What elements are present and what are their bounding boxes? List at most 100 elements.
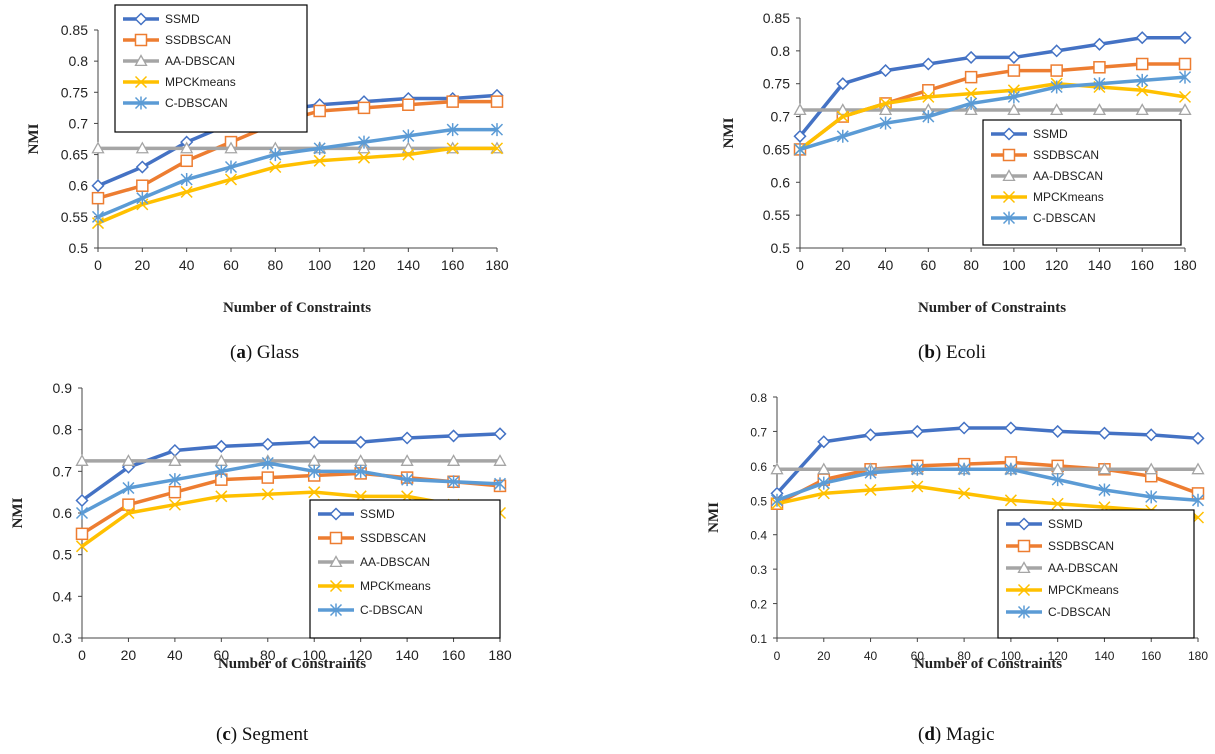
data-point [261, 488, 274, 501]
data-point [1093, 61, 1106, 74]
series-c-dbscan [75, 456, 507, 520]
data-point [224, 173, 238, 186]
legend-item: C-DBSCAN [318, 603, 423, 617]
x-tick-label: 20 [835, 257, 851, 273]
x-tick-label: 60 [921, 257, 937, 273]
data-point [1178, 103, 1192, 116]
x-tick-label: 160 [1131, 257, 1155, 273]
legend-label: MPCKmeans [165, 75, 236, 89]
chart-panel-glass: 0.5 0.55 0.6 0.65 0.7 0.75 0.8 0.85 0 20 40 60 80 100… [26, 4, 509, 363]
caption-close-paren: ) [935, 724, 946, 745]
legend-item: SSMD [318, 507, 395, 521]
x-tick-label: 140 [1088, 257, 1112, 273]
legend-label: SSMD [165, 12, 200, 26]
x-tick-label: 140 [1094, 649, 1114, 663]
data-point [354, 435, 368, 449]
legend-item: SSDBSCAN [123, 33, 231, 47]
data-point [878, 64, 893, 78]
y-tick-label: 0.75 [763, 76, 790, 92]
data-point [1051, 497, 1064, 510]
data-point [1007, 50, 1021, 64]
y-tick-label: 0.4 [750, 529, 767, 543]
y-tick-label: 0.4 [53, 588, 73, 604]
x-tick-label: 60 [214, 647, 230, 663]
legend-swatch-marker [329, 555, 343, 568]
data-point [490, 142, 504, 155]
y-tick-label: 0.6 [771, 174, 791, 190]
x-tick-label: 0 [78, 647, 86, 663]
data-point [402, 98, 415, 111]
series-mpckmeans [91, 142, 504, 230]
data-point [836, 110, 849, 123]
legend-swatch-marker [329, 531, 343, 545]
data-point [91, 210, 105, 224]
legend-label: C-DBSCAN [1048, 605, 1111, 619]
y-tick-label: 0.8 [771, 43, 791, 59]
data-point [122, 498, 135, 511]
data-point [1135, 57, 1149, 71]
data-point [1051, 424, 1065, 438]
x-tick-label: 0 [774, 649, 781, 663]
data-point [1178, 70, 1192, 84]
data-point [1191, 493, 1205, 507]
data-point [817, 435, 831, 449]
data-point [793, 142, 807, 156]
data-point [1178, 57, 1192, 71]
y-tick-label: 0.5 [771, 240, 791, 256]
series-ssdbscan [770, 456, 1205, 510]
data-point [1051, 473, 1064, 487]
legend-box [309, 499, 501, 639]
y-axis-title: NMI [10, 497, 26, 528]
data-point [957, 421, 971, 435]
data-point [1093, 77, 1106, 91]
y-tick-label: 0.3 [53, 630, 73, 646]
y-tick-label: 0.8 [53, 422, 73, 438]
data-point [224, 141, 238, 154]
caption-open-paren: ( [230, 342, 236, 363]
y-tick-label: 0.6 [53, 505, 73, 521]
legend-box [114, 4, 308, 133]
y-tick-label: 0.5 [750, 494, 767, 508]
legend-item: SSDBSCAN [318, 531, 426, 545]
caption-letter: b [924, 342, 935, 363]
data-point [269, 160, 282, 174]
y-axis-title: NMI [26, 123, 42, 154]
y-tick-label: 0.7 [771, 109, 791, 125]
chart-panel-magic: 0.1 0.2 0.3 0.4 0.5 0.6 0.7 0.8 0 20 40 60 80 100 120 1… [706, 391, 1208, 745]
legend-box [997, 509, 1195, 639]
x-tick-label: 160 [1141, 649, 1161, 663]
x-tick-label: 100 [308, 257, 332, 273]
data-point [180, 185, 193, 198]
series-line [776, 467, 1199, 503]
data-point [1144, 462, 1158, 475]
data-point [1145, 490, 1158, 504]
data-point [817, 476, 830, 490]
data-point [793, 103, 807, 116]
x-tick-label: 60 [223, 257, 239, 273]
legend-item: AA-DBSCAN [318, 555, 430, 569]
x-tick-label: 180 [485, 257, 509, 273]
y-tick-label: 0.65 [61, 147, 88, 163]
legend-swatch-marker [1002, 127, 1016, 141]
y-tick-label: 0.55 [61, 209, 88, 225]
legend-label: SSDBSCAN [1048, 539, 1114, 553]
x-tick-label: 160 [441, 257, 465, 273]
legend-label: AA-DBSCAN [1033, 169, 1103, 183]
legend-item: SSMD [1006, 517, 1083, 531]
legend: SSMD SSDBSCAN AA-DBSCAN MPCKmeans C-DBSCAN [997, 509, 1195, 639]
data-point [1004, 421, 1018, 435]
data-point [180, 141, 194, 154]
data-point [911, 462, 924, 476]
data-point [1135, 103, 1149, 116]
data-point [75, 540, 89, 553]
x-tick-label: 100 [1001, 649, 1021, 663]
x-tick-label: 180 [1173, 257, 1197, 273]
caption-name: Magic [946, 724, 995, 745]
data-point [354, 464, 367, 478]
legend-swatch-marker [329, 603, 343, 617]
data-point [490, 95, 504, 108]
y-tick-label: 0.3 [750, 563, 767, 577]
caption-open-paren: ( [918, 342, 924, 363]
legend-item: C-DBSCAN [123, 96, 228, 110]
data-point [75, 454, 89, 466]
